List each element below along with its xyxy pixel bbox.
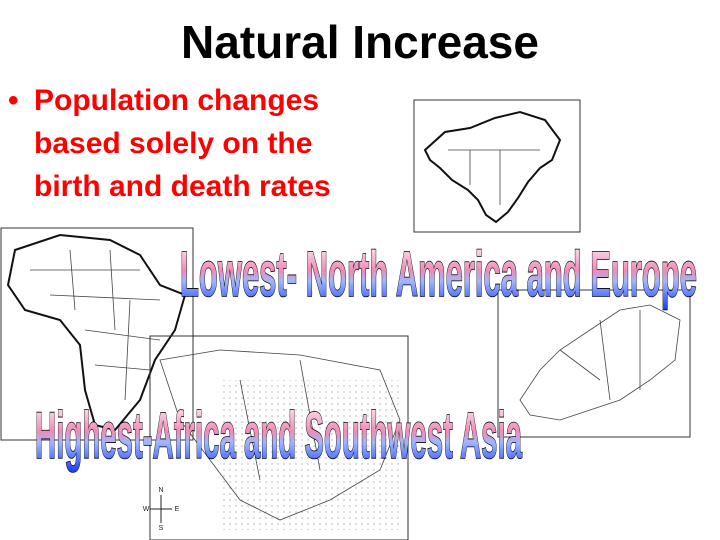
southwest-asia-map: N W E S	[143, 335, 409, 540]
compass-label: N	[158, 487, 163, 494]
bullet-line: birth and death rates	[34, 170, 331, 203]
bullet: • Population changes based solely on the…	[8, 84, 331, 203]
slide-title: Natural Increase	[181, 16, 539, 68]
north-america-map	[413, 99, 581, 233]
europe-map	[497, 289, 691, 438]
compass-label: E	[175, 506, 180, 513]
wordart-highest: Highest-Africa and Southwest Asia	[35, 398, 523, 472]
bullet-marker: •	[8, 84, 19, 117]
compass-label: W	[143, 506, 150, 513]
africa-map	[0, 227, 194, 441]
bullet-line: based solely on the	[34, 127, 312, 160]
compass: N W E S	[143, 487, 180, 532]
wordart-lowest: Lowest- North America and Europe	[180, 238, 697, 310]
compass-label: S	[159, 525, 164, 532]
bullet-line: Population changes	[34, 84, 319, 117]
